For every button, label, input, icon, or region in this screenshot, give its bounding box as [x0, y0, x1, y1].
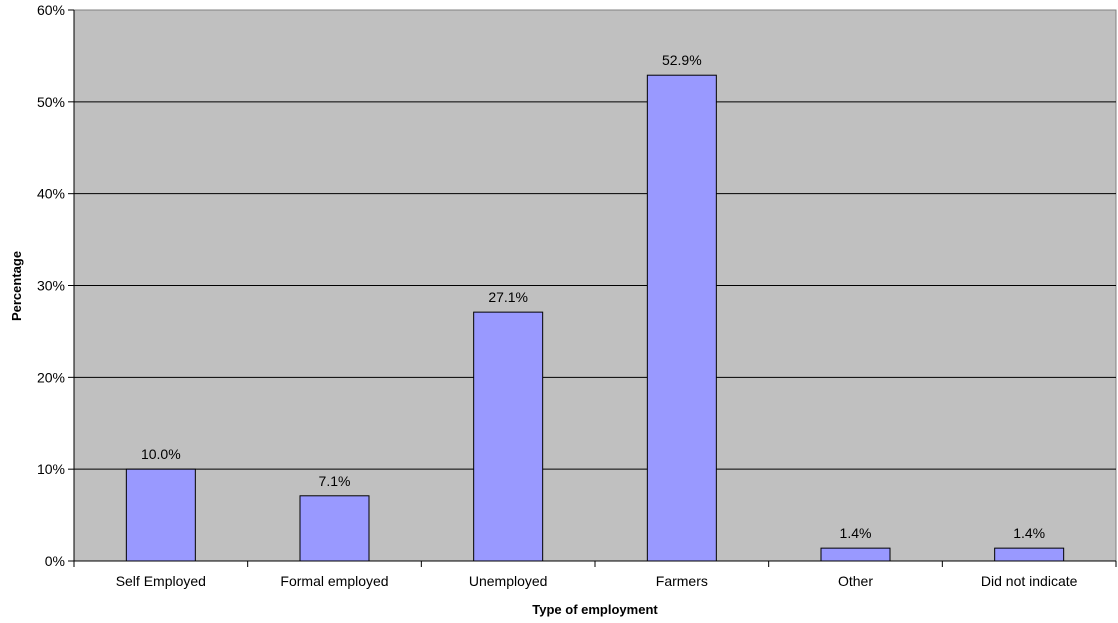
y-tick-label: 50%	[37, 94, 65, 110]
data-label: 27.1%	[488, 289, 528, 305]
axes: 0% 10% 20% 30% 40% 50% 60% Self Employed Formal …	[37, 2, 1117, 589]
x-tick-label: Self Employed	[116, 573, 206, 589]
bars	[125, 74, 1065, 562]
gridlines	[74, 101, 1116, 470]
y-tick-label: 0%	[45, 553, 65, 569]
bar-other	[820, 547, 891, 562]
x-tick-label: Formal employed	[280, 573, 388, 589]
y-tick-label: 40%	[37, 186, 65, 202]
bar-self-employed	[125, 468, 196, 562]
y-tick-label: 30%	[37, 278, 65, 294]
bar-farmers	[646, 74, 717, 562]
data-label: 1.4%	[1013, 525, 1045, 541]
bar-unemployed	[473, 311, 544, 562]
y-tick-label: 10%	[37, 461, 65, 477]
bar-formal-employed	[299, 495, 370, 562]
data-label: 10.0%	[141, 446, 181, 462]
y-axis-title: Percentage	[9, 251, 24, 321]
bar-did-not-indicate	[994, 547, 1065, 562]
x-tick-label: Unemployed	[469, 573, 548, 589]
y-tick-label: 60%	[37, 2, 65, 18]
data-label: 52.9%	[662, 52, 702, 68]
x-tick-label: Did not indicate	[981, 573, 1078, 589]
x-tick-label: Other	[838, 573, 873, 589]
y-tick-label: 20%	[37, 369, 65, 385]
x-tick-label: Farmers	[656, 573, 708, 589]
data-label: 1.4%	[840, 525, 872, 541]
x-axis-title: Type of employment	[532, 602, 658, 617]
data-label: 7.1%	[319, 473, 351, 489]
data-labels: 10.0% 7.1% 27.1% 52.9% 1.4% 1.4%	[141, 52, 1045, 541]
